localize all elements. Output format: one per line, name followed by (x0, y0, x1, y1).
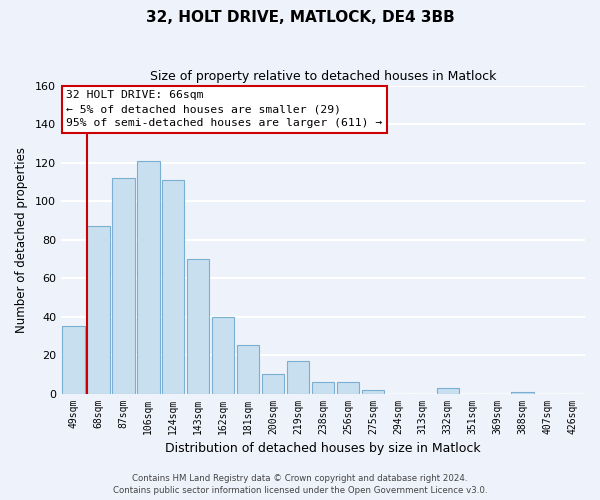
Bar (237, 346, 259, 394)
X-axis label: Distribution of detached houses by size in Matlock: Distribution of detached houses by size … (165, 442, 481, 455)
Bar (87, 226, 110, 394)
Bar (262, 374, 284, 394)
Text: 32 HOLT DRIVE: 66sqm
← 5% of detached houses are smaller (29)
95% of semi-detach: 32 HOLT DRIVE: 66sqm ← 5% of detached ho… (66, 90, 382, 128)
Bar (112, 178, 134, 394)
Bar (287, 361, 309, 394)
Bar (137, 160, 160, 394)
Bar (437, 388, 459, 394)
Text: Contains HM Land Registry data © Crown copyright and database right 2024.
Contai: Contains HM Land Registry data © Crown c… (113, 474, 487, 495)
Bar (162, 180, 184, 394)
Bar (511, 392, 534, 394)
Bar (187, 259, 209, 394)
Bar (212, 316, 235, 394)
Y-axis label: Number of detached properties: Number of detached properties (15, 146, 28, 332)
Title: Size of property relative to detached houses in Matlock: Size of property relative to detached ho… (150, 70, 496, 83)
Bar (337, 382, 359, 394)
Bar (62, 326, 85, 394)
Bar (312, 382, 334, 394)
Text: 32, HOLT DRIVE, MATLOCK, DE4 3BB: 32, HOLT DRIVE, MATLOCK, DE4 3BB (146, 10, 454, 25)
Bar (362, 390, 384, 394)
